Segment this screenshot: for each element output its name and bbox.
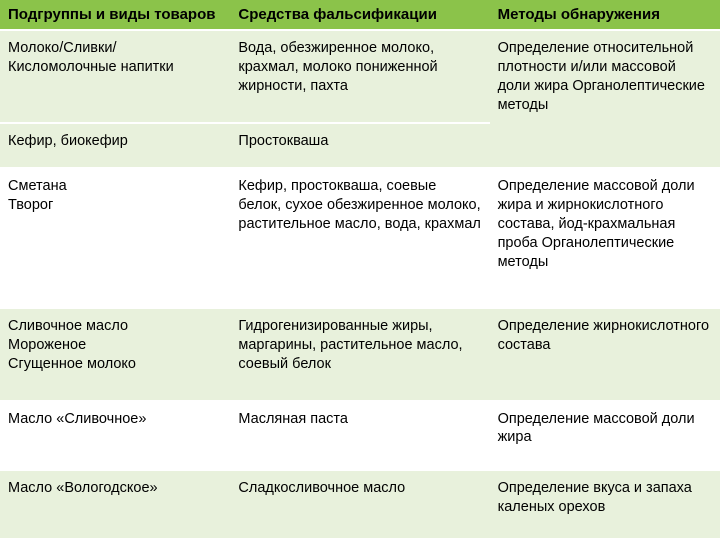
cell-col3: Определение вкуса и запаха каленых орехо…: [490, 470, 720, 539]
cell-col3: Определение массовой доли жира и жирноки…: [490, 168, 720, 307]
table-row: Масло «Сливочное» Масляная паста Определ…: [0, 401, 720, 470]
table-row: Масло «Вологодское» Сладкосливочное масл…: [0, 470, 720, 539]
cell-col2: Простокваша: [230, 123, 489, 169]
cell-col1: Молоко/Сливки/Кисломолочные напитки: [0, 30, 230, 123]
cell-col2: Вода, обезжиренное молоко, крахмал, моло…: [230, 30, 489, 123]
table-row: Сливочное маслоМороженоеСгущенное молоко…: [0, 308, 720, 401]
cell-col1: Сливочное маслоМороженоеСгущенное молоко: [0, 308, 230, 401]
cell-col2: Гидрогенизированные жиры, маргарины, рас…: [230, 308, 489, 401]
cell-col1: Кефир, биокефир: [0, 123, 230, 169]
header-col2: Средства фальсификации: [230, 0, 489, 30]
falsification-table: Подгруппы и виды товаров Средства фальси…: [0, 0, 720, 540]
header-col3: Методы обнаружения: [490, 0, 720, 30]
table-row: СметанаТворог Кефир, простокваша, соевые…: [0, 168, 720, 307]
header-col1: Подгруппы и виды товаров: [0, 0, 230, 30]
cell-col3: Определение жирнокислотного состава: [490, 308, 720, 401]
cell-col1: Масло «Сливочное»: [0, 401, 230, 470]
cell-col1: Масло «Вологодское»: [0, 470, 230, 539]
cell-col3: Определение относительной плотности и/ил…: [490, 30, 720, 168]
cell-col1: СметанаТворог: [0, 168, 230, 307]
table-header-row: Подгруппы и виды товаров Средства фальси…: [0, 0, 720, 30]
cell-col2: Масляная паста: [230, 401, 489, 470]
cell-col2: Кефир, простокваша, соевые белок, сухое …: [230, 168, 489, 307]
cell-col3: Определение массовой доли жира: [490, 401, 720, 470]
table-row: Молоко/Сливки/Кисломолочные напитки Вода…: [0, 30, 720, 123]
cell-col2: Сладкосливочное масло: [230, 470, 489, 539]
